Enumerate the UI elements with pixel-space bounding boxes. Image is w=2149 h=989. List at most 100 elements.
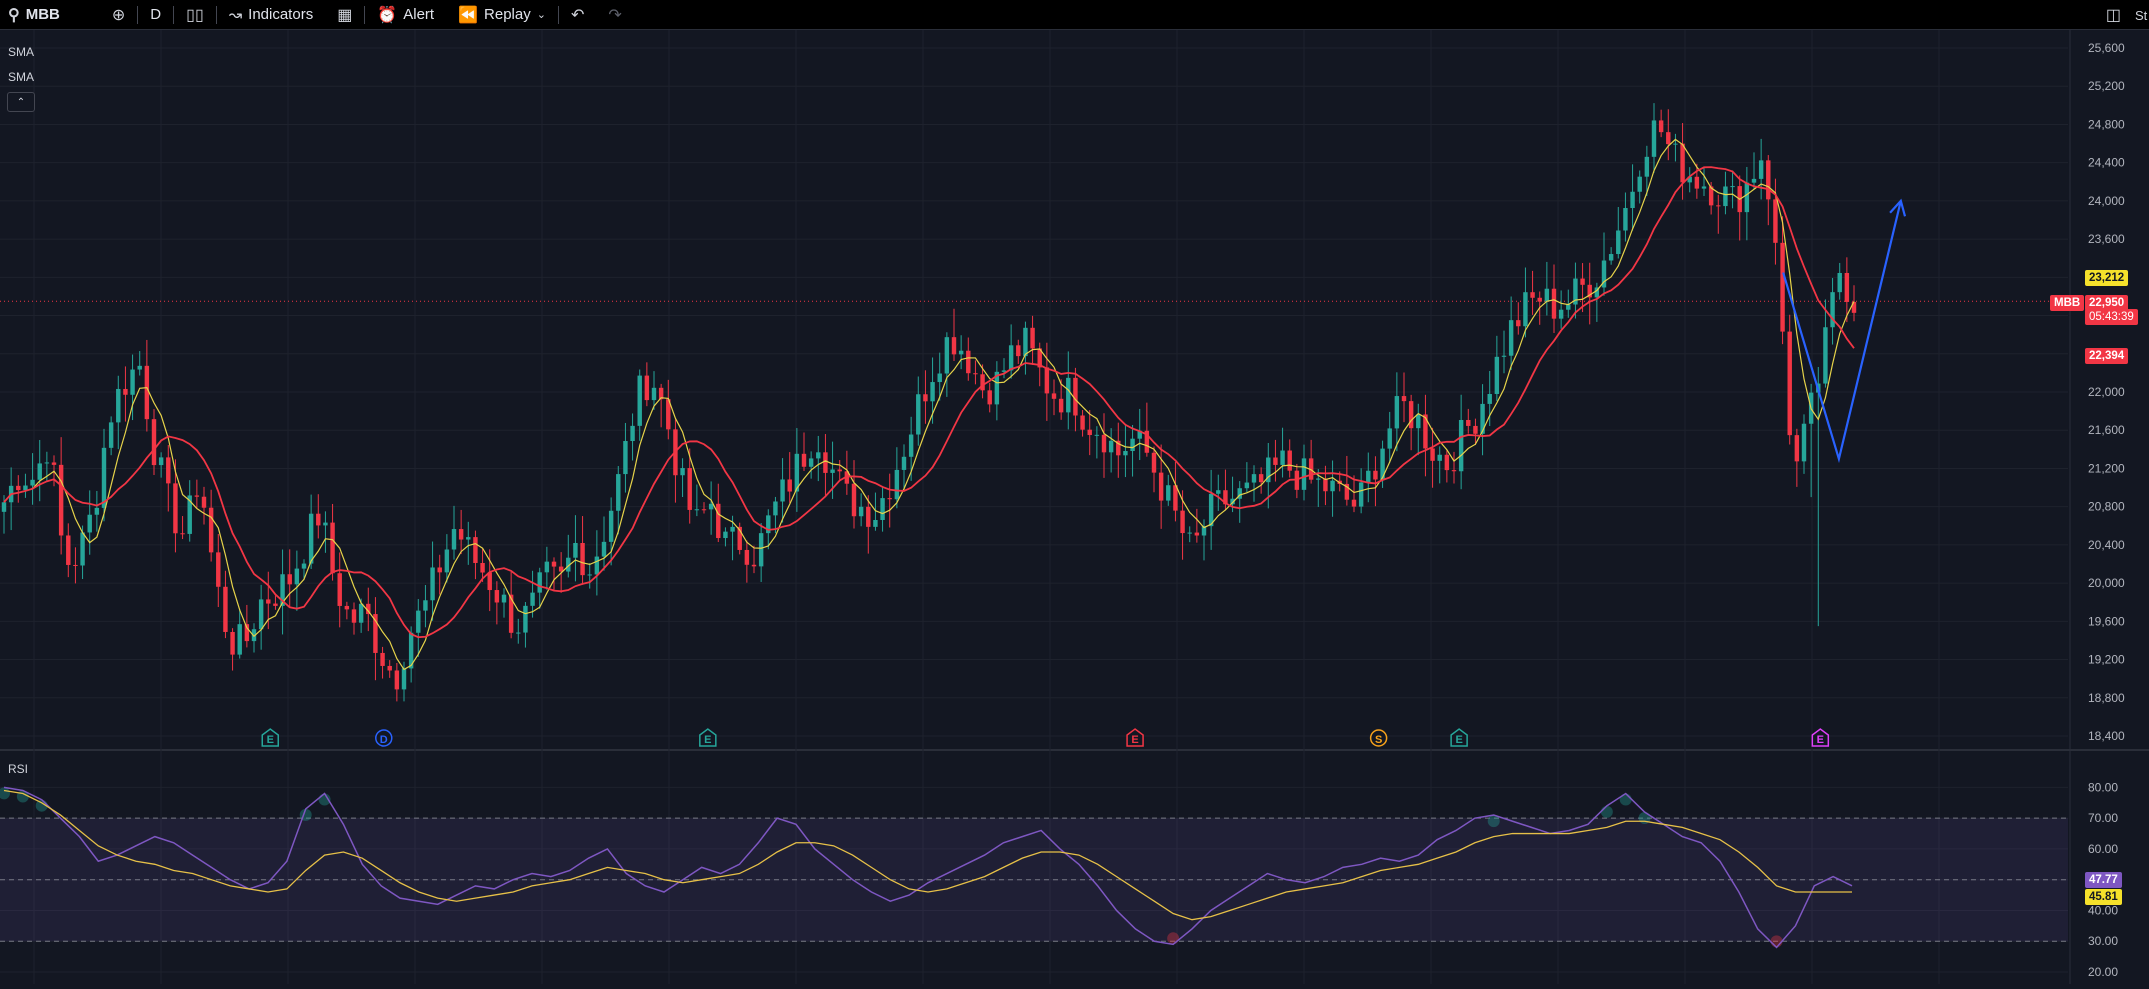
candle-up (1358, 482, 1364, 507)
event-marker (1126, 728, 1144, 747)
candle-down (344, 605, 350, 610)
legend-rsi[interactable]: RSI (8, 762, 29, 776)
compare-button[interactable]: ⊕ (72, 0, 137, 30)
alarm-clock-icon: ⏰ (377, 6, 398, 24)
redo-button[interactable]: ↷ (596, 0, 633, 30)
candle-down (1430, 448, 1435, 461)
candle-up (594, 556, 600, 575)
legend-ma-slow[interactable]: SMA (8, 70, 35, 84)
candle-up (1623, 208, 1628, 231)
candle-up (623, 441, 628, 475)
price-tick-label: 23,600 (2088, 232, 2125, 246)
candle-down (373, 614, 378, 653)
candle-up (816, 452, 821, 459)
candle-down (1173, 485, 1178, 511)
candle-up (1137, 430, 1142, 439)
candle-down (666, 399, 671, 430)
event-label: D (380, 734, 388, 746)
candle-up (1837, 272, 1842, 293)
candle-down (966, 350, 971, 374)
candle-down (508, 594, 514, 633)
candle-up (908, 434, 914, 457)
candle-up (694, 509, 700, 511)
rsi-line (3, 786, 1853, 949)
candle-up (773, 501, 778, 516)
legend-ma-fast[interactable]: SMA (8, 45, 35, 59)
projection-drawing[interactable] (1782, 198, 1907, 464)
price-tick-label: 18,800 (2088, 691, 2125, 705)
candle-down (330, 522, 335, 574)
candle-down (458, 529, 464, 540)
price-tick-label: 22,000 (2088, 385, 2125, 399)
event-label: E (1131, 734, 1138, 746)
candle-down (951, 337, 957, 355)
candle-up (1673, 143, 1678, 145)
candle-up (1608, 254, 1614, 261)
candle-down (273, 603, 278, 606)
candle-up (23, 485, 28, 491)
candle-down (1844, 272, 1850, 302)
layout-icon[interactable]: ◫ (2105, 7, 2121, 24)
candle-up (1316, 478, 1321, 480)
symbol-label: MBB (25, 6, 60, 23)
candle-up (430, 567, 435, 601)
indicators-button[interactable]: ↝ Indicators (217, 0, 325, 30)
candle-up (1458, 419, 1464, 472)
candle-down (144, 365, 150, 420)
alert-button[interactable]: ⏰ Alert (365, 0, 446, 30)
candle-up (358, 603, 364, 623)
candle-up (723, 531, 728, 539)
event-marker (1369, 729, 1388, 747)
candle-up (251, 629, 257, 642)
candle-down (201, 496, 207, 508)
candle-up (1494, 356, 1500, 394)
candle-up (323, 522, 328, 526)
chart-canvas[interactable]: 25,600 25,200 24,800 24,400 24,000 23,600 23,2… (0, 30, 2149, 984)
candle-down (1287, 450, 1292, 471)
rsi-ma-badge: 45.81 (2085, 889, 2122, 905)
candle-up (423, 600, 428, 611)
candle-up (408, 632, 414, 669)
candle-up (1566, 304, 1571, 310)
chart-type-button[interactable]: ▯▯ (174, 0, 216, 30)
candle-down (1658, 120, 1664, 133)
price-tick-label: 19,600 (2088, 614, 2125, 628)
symbol-search[interactable]: ⚲ MBB (0, 0, 72, 30)
last-price-badge: 22,950 (2085, 295, 2129, 311)
candle-up (516, 632, 521, 634)
replay-button[interactable]: ⏪ Replay ⌄ (446, 0, 558, 30)
candle-down (687, 468, 692, 510)
templates-button[interactable]: ▦ (325, 0, 364, 30)
redo-icon: ↷ (608, 6, 622, 24)
candle-up (1230, 498, 1235, 505)
rsi-tick-label: 40.00 (2088, 903, 2118, 917)
candle-up (651, 387, 657, 401)
event-marker (1450, 728, 1468, 747)
candle-down (737, 526, 742, 550)
interval-button[interactable]: D (138, 0, 173, 30)
candle-down (1151, 452, 1157, 473)
rsi-tick-label: 20.00 (2088, 965, 2118, 979)
candle-up (416, 610, 421, 633)
candle-up (308, 513, 314, 564)
candle-down (1408, 401, 1414, 429)
candle-down (744, 549, 750, 565)
candle-up (880, 498, 885, 520)
candle-up (1008, 345, 1014, 371)
candle-down (973, 373, 978, 375)
candle-down (223, 586, 228, 632)
candle-up (994, 371, 1000, 405)
candle-down (1030, 327, 1035, 349)
chevron-up-icon: ⌃ (16, 96, 26, 108)
candle-down (644, 375, 650, 401)
projection-path (1782, 200, 1902, 464)
candle-up (1830, 292, 1835, 328)
legend-collapse-button[interactable]: ⌃ (7, 92, 35, 112)
candle-down (337, 573, 342, 606)
cut-off-label: St (2135, 7, 2148, 23)
undo-button[interactable]: ↶ (559, 0, 596, 30)
event-label: E (704, 734, 711, 746)
candle-down (1223, 490, 1228, 505)
candle-up (1637, 176, 1642, 192)
